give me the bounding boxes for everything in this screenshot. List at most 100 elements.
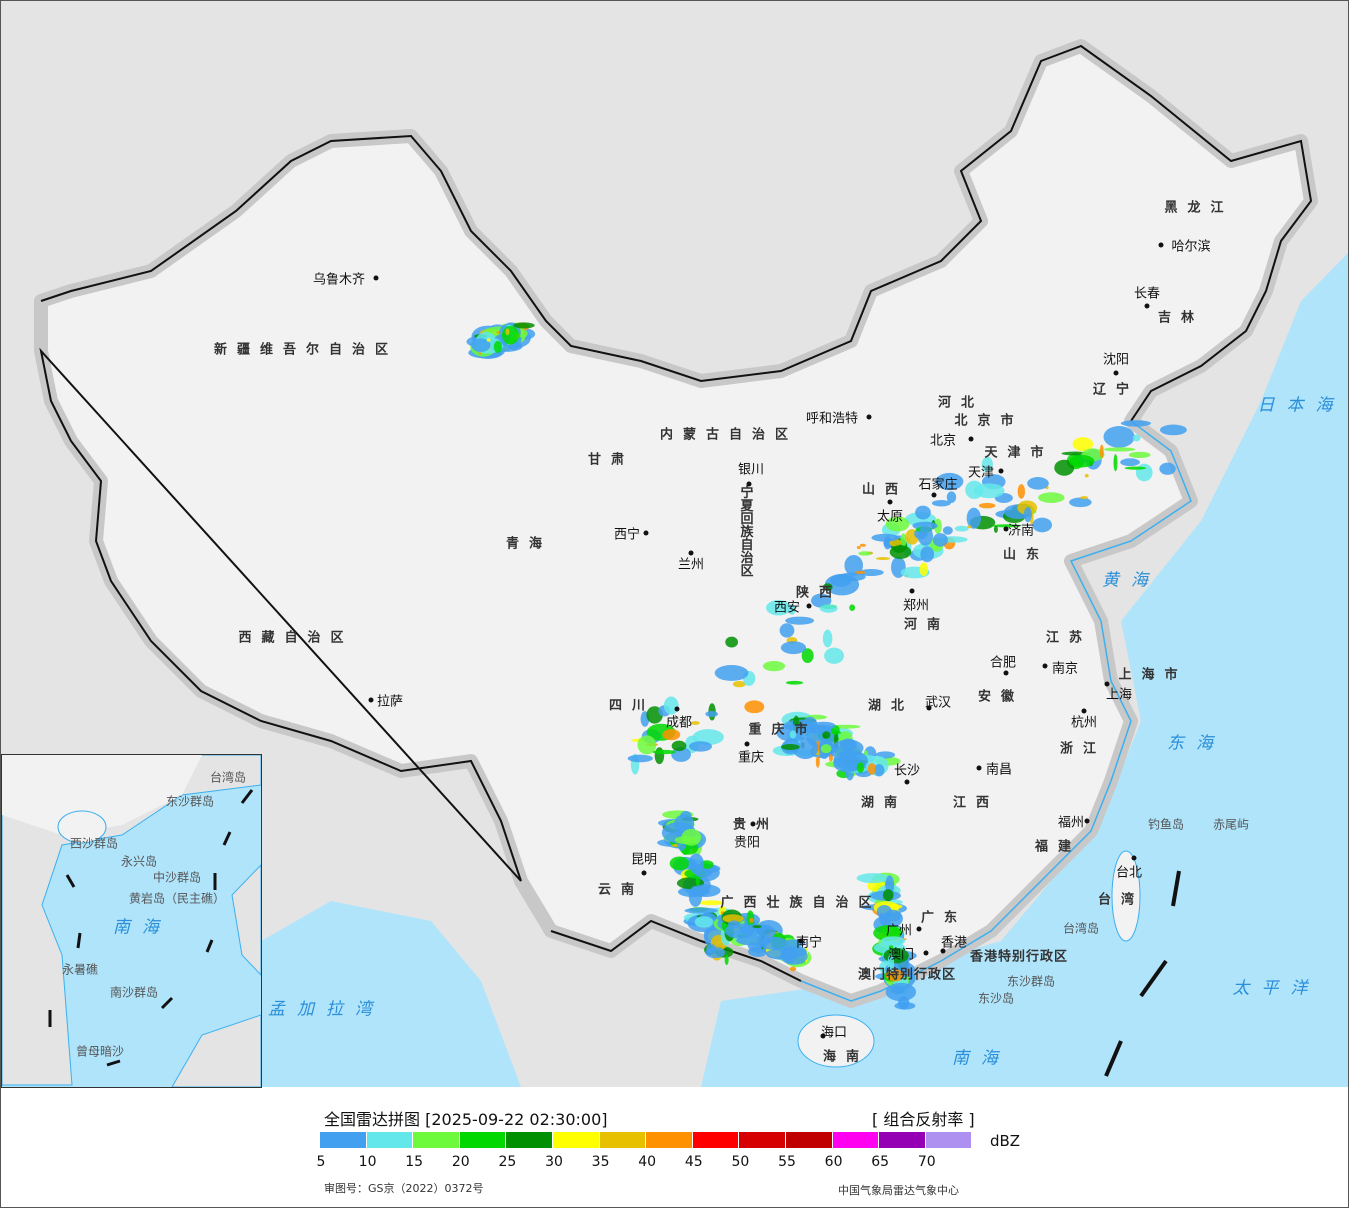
city-label: 澳门 xyxy=(887,947,915,963)
sea-label: 黄海 xyxy=(1102,570,1160,591)
legend-color-swatch xyxy=(599,1132,646,1148)
radar-echo xyxy=(822,629,833,648)
legend-tick: 35 xyxy=(591,1154,610,1170)
province-label: 天津市 xyxy=(984,445,1054,461)
province-label: 江苏 xyxy=(1045,630,1093,646)
city-label: 贵阳 xyxy=(733,835,761,851)
city-dot-icon xyxy=(746,481,752,487)
radar-echo xyxy=(674,814,695,834)
radar-echo xyxy=(844,554,864,576)
radar-echo xyxy=(981,456,993,473)
legend-tick: 30 xyxy=(545,1154,563,1170)
province-label: 台湾 xyxy=(1097,892,1145,908)
radar-echo xyxy=(725,636,739,648)
city-label: 呼和浩特 xyxy=(805,411,859,427)
radar-echo xyxy=(728,920,740,929)
radar-echo xyxy=(688,885,703,907)
city-label: 沈阳 xyxy=(1102,352,1130,368)
city-label: 杭州 xyxy=(1070,715,1098,731)
radar-echo xyxy=(694,868,712,878)
radar-echo xyxy=(978,502,996,509)
city-label: 长沙 xyxy=(893,763,921,779)
province-label: 北京市 xyxy=(954,413,1024,429)
radar-echo xyxy=(812,721,836,730)
radar-echo xyxy=(954,525,969,532)
radar-echo xyxy=(824,647,845,664)
radar-echo xyxy=(935,472,964,491)
radar-echo xyxy=(871,533,899,542)
radar-echo xyxy=(766,600,792,616)
city-label: 台北 xyxy=(1115,865,1143,881)
legend-tick: 60 xyxy=(824,1154,843,1170)
city-dot-icon xyxy=(1158,242,1164,248)
radar-echo xyxy=(920,546,935,563)
radar-echo xyxy=(669,856,690,871)
radar-echo xyxy=(513,322,535,329)
radar-echo xyxy=(1027,477,1049,490)
radar-echo xyxy=(1120,420,1151,427)
nine-dash-line xyxy=(1104,870,1181,1077)
inset-label: 台湾岛 xyxy=(209,770,247,785)
radar-echo xyxy=(1113,454,1118,472)
radar-echo xyxy=(966,507,982,529)
city-label: 郑州 xyxy=(902,598,930,614)
radar-echo xyxy=(705,947,726,959)
city-dot-icon xyxy=(368,697,374,703)
city-label: 海口 xyxy=(820,1025,848,1041)
radar-echo xyxy=(695,877,701,886)
city-dot-icon xyxy=(1084,818,1090,824)
inset-label: 南海 xyxy=(113,917,171,938)
inset-label: 中沙群岛 xyxy=(152,870,202,885)
inset-label: 永暑礁 xyxy=(61,962,99,977)
province-label: 河南 xyxy=(903,617,951,633)
radar-echo xyxy=(732,680,746,688)
city-label: 福州 xyxy=(1057,815,1085,831)
city-dot-icon xyxy=(1104,681,1110,687)
radar-echo xyxy=(637,735,657,755)
inset-label: 南沙群岛 xyxy=(109,985,159,1000)
radar-echo xyxy=(880,936,906,946)
inset-label: 东沙群岛 xyxy=(165,794,215,809)
radar-echo xyxy=(946,491,957,503)
radar-echo xyxy=(744,700,765,714)
radar-echo xyxy=(885,516,910,532)
legend-color-swatch xyxy=(506,1132,552,1148)
radar-echo xyxy=(1032,517,1053,533)
radar-echo xyxy=(889,545,912,559)
inset-label: 曾母暗沙 xyxy=(75,1044,125,1059)
radar-echo xyxy=(822,734,827,739)
radar-echo xyxy=(1038,492,1065,503)
city-dot-icon xyxy=(968,436,974,442)
radar-echo xyxy=(671,747,691,762)
radar-echo xyxy=(849,604,856,611)
legend-color-swatch xyxy=(786,1132,832,1148)
legend-title: 全国雷达拼图 [2025-09-22 02:30:00] xyxy=(324,1110,608,1129)
province-label: 湖南 xyxy=(860,795,908,811)
radar-echo xyxy=(654,747,665,765)
radar-echo xyxy=(1017,484,1026,499)
radar-echo xyxy=(830,574,852,587)
radar-echo xyxy=(652,749,676,755)
city-dot-icon xyxy=(940,948,946,954)
radar-echo xyxy=(1128,451,1151,459)
radar-echo xyxy=(752,925,762,929)
radar-echo xyxy=(1103,425,1135,448)
legend-color-swatch xyxy=(692,1132,739,1148)
radar-echo xyxy=(858,569,884,577)
island-label: 东沙群岛 xyxy=(1006,974,1056,989)
city-dot-icon xyxy=(1003,526,1009,532)
province-label: 黑龙江 xyxy=(1164,200,1234,216)
radar-echo xyxy=(671,740,687,752)
radar-echo xyxy=(690,721,700,725)
radar-echo xyxy=(819,604,838,613)
radar-echo xyxy=(900,533,907,547)
city-label: 天津 xyxy=(967,465,995,481)
radar-echo xyxy=(883,889,894,902)
radar-echo xyxy=(722,914,744,923)
city-label: 昆明 xyxy=(630,852,658,868)
province-label: 安徽 xyxy=(977,689,1025,705)
province-label: 青海 xyxy=(505,536,553,552)
city-dot-icon xyxy=(688,550,694,556)
city-dot-icon xyxy=(1144,303,1150,309)
radar-echo xyxy=(887,954,895,973)
